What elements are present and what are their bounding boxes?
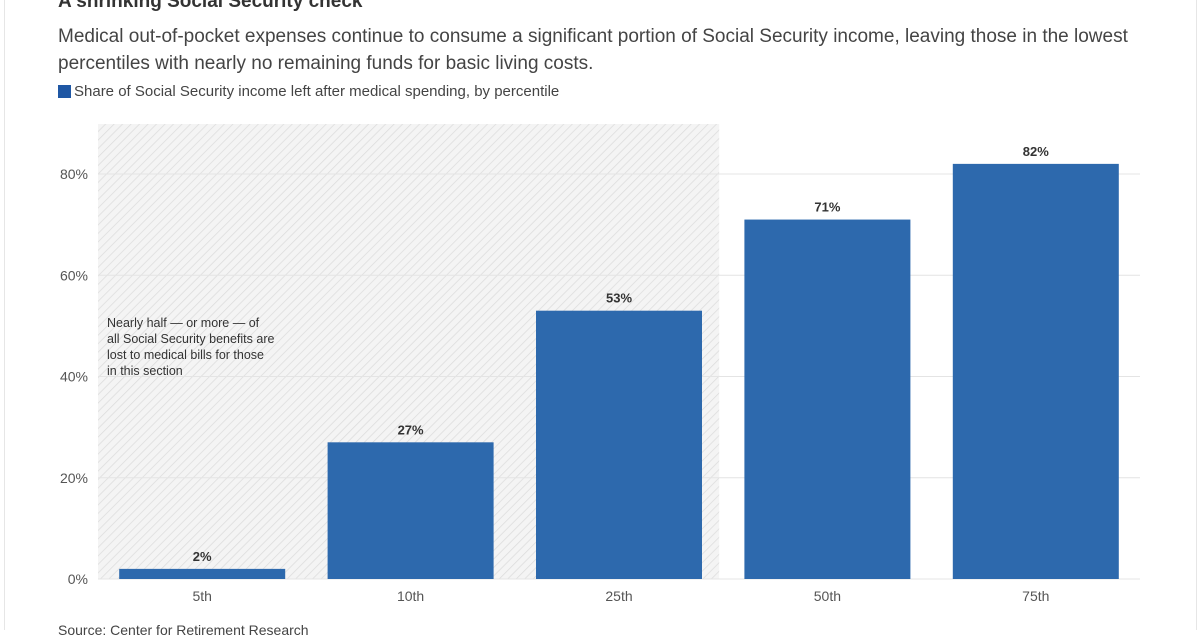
- chart-title: A shrinking Social Security check: [58, 0, 363, 12]
- y-tick-label: 40%: [60, 369, 88, 385]
- legend-swatch: [58, 85, 71, 98]
- chart-frame: [4, 0, 1197, 630]
- source-note: Source: Center for Retirement Research: [58, 622, 309, 638]
- bar: [952, 163, 1119, 579]
- x-tick-label: 50th: [814, 588, 841, 604]
- annotation-text: Nearly half — or more — of: [107, 316, 260, 330]
- chart-subtitle: Medical out-of-pocket expenses continue …: [58, 26, 1128, 74]
- y-tick-label: 60%: [60, 267, 88, 283]
- y-tick-label: 0%: [68, 571, 88, 587]
- annotation-text: all Social Security benefits are: [107, 332, 274, 346]
- data-label: 82%: [1023, 144, 1049, 159]
- legend-label: Share of Social Security income left aft…: [74, 83, 560, 100]
- annotation-text: in this section: [107, 364, 183, 378]
- data-label: 53%: [606, 291, 632, 306]
- bar: [119, 568, 286, 579]
- y-tick-label: 80%: [60, 166, 88, 182]
- bar: [744, 219, 911, 579]
- annotation-text: lost to medical bills for those: [107, 348, 264, 362]
- data-label: 2%: [193, 549, 212, 564]
- legend: Share of Social Security income left aft…: [58, 83, 559, 100]
- bar: [327, 442, 494, 579]
- x-tick-label: 5th: [192, 588, 211, 604]
- x-tick-label: 25th: [605, 588, 632, 604]
- x-tick-label: 75th: [1022, 588, 1049, 604]
- data-label: 71%: [814, 200, 840, 215]
- x-tick-label: 10th: [397, 588, 424, 604]
- bar: [536, 310, 702, 579]
- y-tick-label: 20%: [60, 470, 88, 486]
- data-label: 27%: [398, 422, 424, 437]
